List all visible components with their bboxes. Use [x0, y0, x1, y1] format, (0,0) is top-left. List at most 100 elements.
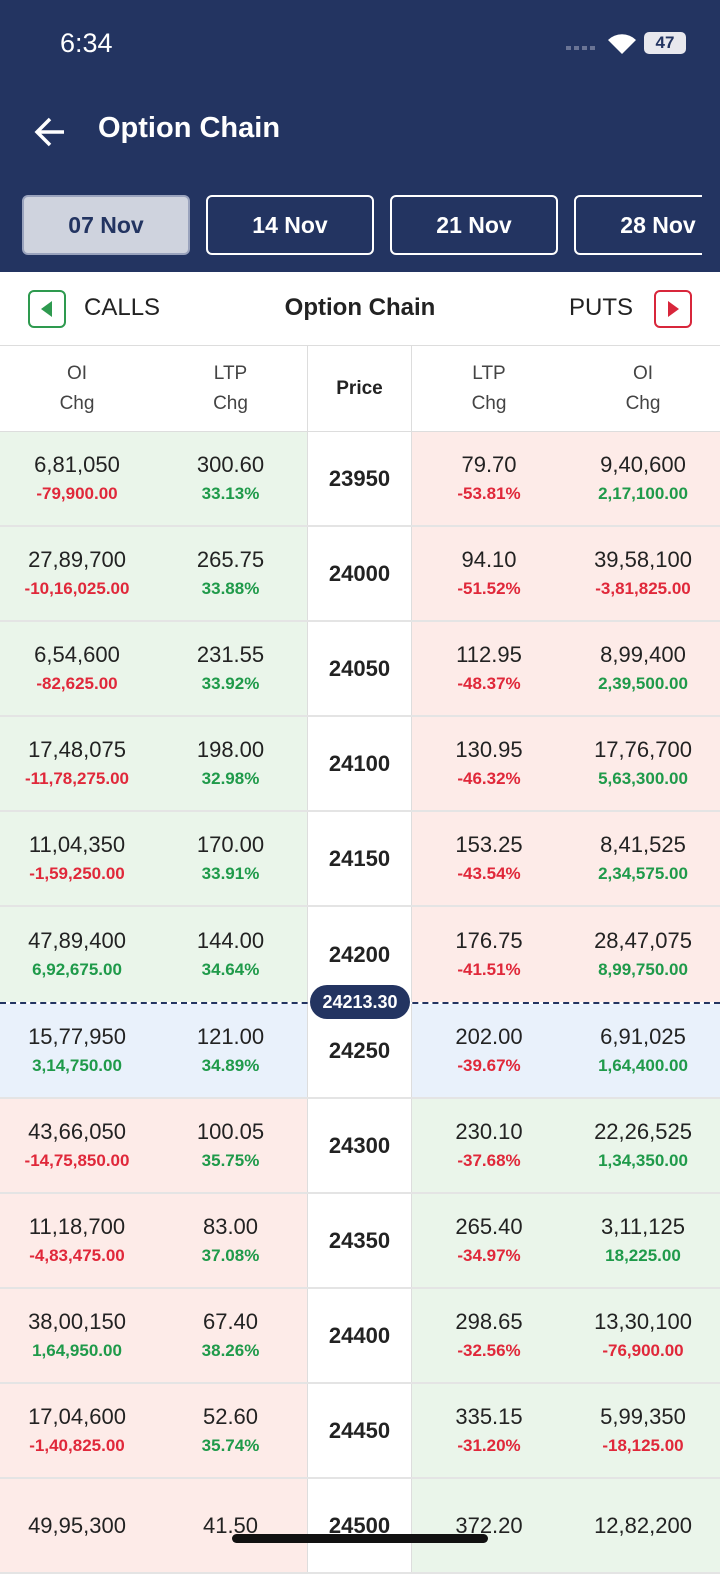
cell: 79.70 -53.81% — [412, 432, 566, 525]
put-ltp: 176.75 — [455, 927, 523, 953]
call-ltp: 300.60 — [196, 451, 265, 477]
expiry-tab[interactable]: 28 Nov — [574, 195, 702, 255]
put-ltp: 112.95 — [456, 641, 522, 667]
chain-row[interactable]: 47,89,400 6,92,675.00 144.00 34.64% 24200 176… — [0, 907, 720, 1002]
cell: 67.40 38.26% — [154, 1289, 307, 1382]
header-top: LTP — [213, 362, 248, 384]
chain-row[interactable]: 15,77,950 3,14,750.00 121.00 34.89% 24250 202… — [0, 1004, 720, 1099]
put-oi-chg: -18,125.00 — [602, 1435, 684, 1455]
put-oi-chg: 8,99,750.00 — [598, 959, 688, 979]
chain-row[interactable]: 49,95,300 41.50 24500 372.20 12,82,200 — [0, 1479, 720, 1574]
calls-label: CALLS — [84, 294, 161, 321]
cell: 335.15 -31.20% — [412, 1384, 566, 1477]
put-oi-chg: -3,81,825.00 — [595, 578, 691, 598]
wifi-icon — [608, 34, 636, 54]
cell: 265.40 -34.97% — [412, 1194, 566, 1287]
put-ltp: 79.70 — [461, 451, 517, 477]
call-ltp-chg: 34.64% — [201, 959, 260, 979]
cell: 24250 — [307, 1004, 412, 1097]
put-oi: 8,41,525 — [600, 831, 686, 857]
chain-row[interactable]: 17,48,075 -11,78,275.00 198.00 32.98% 24100 1… — [0, 717, 720, 812]
chain-row[interactable]: 27,89,700 -10,16,025.00 265.75 33.88% 24000 9… — [0, 527, 720, 622]
cell: 6,91,025 1,64,400.00 — [566, 1004, 720, 1097]
put-ltp-chg: -41.51% — [457, 959, 521, 979]
cell: 24000 — [307, 527, 412, 620]
strike: 24400 — [328, 1322, 391, 1349]
header-bottom: Chg — [213, 392, 248, 414]
put-ltp-chg: -31.20% — [457, 1435, 521, 1455]
expiry-tab[interactable]: 21 Nov — [390, 195, 558, 255]
call-ltp-chg: 33.92% — [201, 673, 260, 693]
column-headers: OI Chg LTP Chg Price LTP Chg OI Chg — [0, 346, 720, 432]
cell: 28,47,075 8,99,750.00 — [566, 907, 720, 1002]
call-ltp: 83.00 — [202, 1213, 259, 1239]
put-ltp-chg: -53.81% — [457, 483, 521, 503]
cell: 176.75 -41.51% — [412, 907, 566, 1002]
chain-row[interactable]: 6,54,600 -82,625.00 231.55 33.92% 24050 112.9… — [0, 622, 720, 717]
put-oi-chg: 2,17,100.00 — [598, 483, 688, 503]
call-oi: 6,81,050 — [34, 451, 120, 477]
call-oi: 17,04,600 — [28, 1403, 126, 1429]
call-ltp: 231.55 — [196, 641, 265, 667]
put-ltp-chg: -46.32% — [457, 768, 521, 788]
put-ltp: 202.00 — [455, 1023, 523, 1049]
cell: 24450 — [307, 1384, 412, 1477]
cell: 52.60 35.74% — [154, 1384, 307, 1477]
chain-row[interactable]: 11,18,700 -4,83,475.00 83.00 37.08% 24350 265… — [0, 1194, 720, 1289]
put-ltp: 372.20 — [455, 1512, 523, 1538]
cell: 83.00 37.08% — [154, 1194, 307, 1287]
cell: 230.10 -37.68% — [412, 1099, 566, 1192]
header-top: LTP — [472, 362, 506, 384]
chain-row[interactable]: 43,66,050 -14,75,850.00 100.05 35.75% 24300 2… — [0, 1099, 720, 1194]
put-ltp: 230.10 — [455, 1118, 523, 1144]
call-oi-chg: 6,92,675.00 — [32, 959, 122, 979]
cell: 22,26,525 1,34,350.00 — [566, 1099, 720, 1192]
strike: 24200 — [328, 941, 391, 968]
cell: 23950 — [307, 432, 412, 525]
page-title: Option Chain — [98, 112, 281, 144]
call-oi: 27,89,700 — [28, 546, 126, 572]
call-ltp: 265.75 — [196, 546, 265, 572]
chain-row[interactable]: 17,04,600 -1,40,825.00 52.60 35.74% 24450 335… — [0, 1384, 720, 1479]
prev-button[interactable] — [28, 290, 66, 328]
cell: 198.00 32.98% — [154, 717, 307, 810]
chain-row[interactable]: 11,04,350 -1,59,250.00 170.00 33.91% 24150 15… — [0, 812, 720, 907]
call-oi-chg: -1,40,825.00 — [29, 1435, 125, 1455]
call-oi-chg: -1,59,250.00 — [29, 863, 125, 883]
cell: 41.50 — [154, 1479, 307, 1572]
column-header: OI Chg — [0, 346, 154, 431]
call-ltp-chg: 33.88% — [201, 578, 260, 598]
expiry-tab[interactable]: 07 Nov — [22, 195, 190, 255]
home-indicator — [232, 1534, 488, 1543]
put-ltp-chg: -51.52% — [457, 578, 521, 598]
cell: 265.75 33.88% — [154, 527, 307, 620]
cell: 6,81,050 -79,900.00 — [0, 432, 154, 525]
cell: 17,48,075 -11,78,275.00 — [0, 717, 154, 810]
call-ltp-chg: 34.89% — [201, 1055, 260, 1075]
call-oi-chg: -82,625.00 — [36, 673, 118, 693]
put-oi: 22,26,525 — [594, 1118, 692, 1144]
signal — [566, 46, 598, 50]
app-header: 6:34 47 Option Chain 07 Nov 14 Nov 21 Nov 2… — [0, 0, 720, 272]
spot-line: 24213.30 — [0, 985, 720, 1019]
put-oi-chg: -76,900.00 — [602, 1340, 684, 1360]
call-ltp-chg: 33.13% — [201, 483, 260, 503]
expiry-tab[interactable]: 14 Nov — [206, 195, 374, 255]
cell: 94.10 -51.52% — [412, 527, 566, 620]
put-oi: 8,99,400 — [600, 641, 686, 667]
put-oi: 5,99,350 — [600, 1403, 686, 1429]
chain-row[interactable]: 6,81,050 -79,900.00 300.60 33.13% 23950 79.70… — [0, 432, 720, 527]
put-oi-chg: 5,63,300.00 — [598, 768, 688, 788]
strike: 24100 — [328, 750, 391, 777]
chain-row[interactable]: 38,00,150 1,64,950.00 67.40 38.26% 24400 298.… — [0, 1289, 720, 1384]
put-ltp-chg: -39.67% — [457, 1055, 521, 1075]
cell: 24100 — [307, 717, 412, 810]
call-oi: 38,00,150 — [28, 1308, 126, 1334]
call-ltp-chg: 35.74% — [201, 1435, 260, 1455]
call-ltp: 170.00 — [196, 831, 265, 857]
cell: 12,82,200 — [566, 1479, 720, 1572]
call-oi: 47,89,400 — [28, 927, 126, 953]
next-button[interactable] — [654, 290, 692, 328]
back-button[interactable] — [34, 116, 66, 148]
